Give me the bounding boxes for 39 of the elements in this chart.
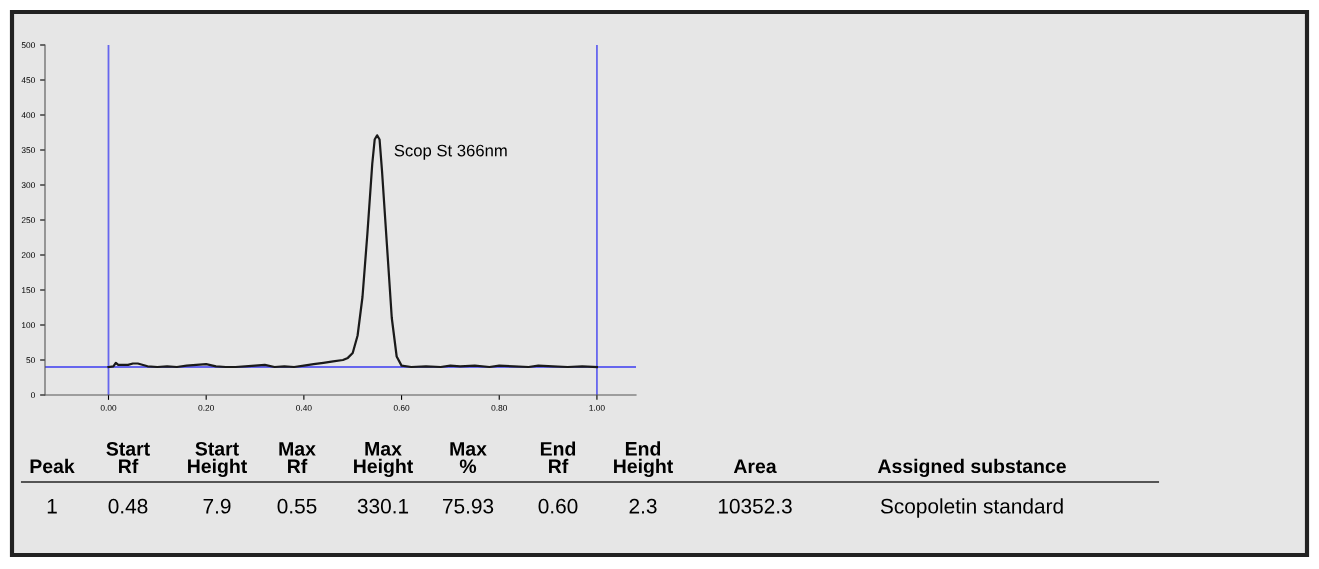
- y-tick-label: 0: [30, 392, 35, 399]
- text: Max Height: [354, 442, 414, 477]
- y-tick-label: 500: [21, 42, 35, 49]
- text: Peak: [30, 458, 75, 474]
- text: End Height: [614, 441, 674, 477]
- x-tick-label: 0.00: [100, 404, 117, 411]
- y-tick-label: 100: [22, 322, 35, 329]
- y-tick-label: 400: [21, 112, 35, 119]
- y-tick-label: 350: [21, 147, 35, 154]
- annotation: Scop St 366nm: [394, 144, 507, 160]
- x-tick-label: 0.80: [491, 404, 508, 411]
- text: 75.93: [443, 498, 494, 514]
- text: Start Height: [188, 441, 248, 477]
- text: End Rf: [540, 441, 576, 473]
- line-series: [107, 134, 599, 369]
- text: Scopoletin standard: [880, 498, 1063, 518]
- text: 0.48: [108, 498, 148, 514]
- text: Start Rf: [106, 441, 150, 473]
- text: 330.1: [357, 498, 409, 514]
- y-tick-label: 250: [21, 217, 35, 224]
- x-tick-label: 0.20: [198, 404, 214, 411]
- text: Area: [733, 459, 777, 474]
- x-tick-label: 1.00: [589, 404, 605, 411]
- text: 7.9: [203, 498, 231, 514]
- text: 0.60: [538, 498, 578, 514]
- x-tick-label: 0.40: [296, 404, 312, 411]
- text: 0.55: [277, 498, 317, 514]
- y-tick-label: 150: [22, 287, 35, 294]
- text: 2.3: [629, 498, 657, 514]
- y-tick-label: 300: [21, 182, 35, 189]
- text: Max %: [450, 442, 487, 474]
- y-tick-label: 450: [21, 77, 35, 84]
- y-tick-label: 50: [26, 357, 35, 364]
- x-tick-label: 0.60: [393, 404, 410, 411]
- text: 10352.3: [718, 498, 792, 514]
- text: Max Rf: [279, 442, 316, 473]
- y-tick-label: 200: [21, 252, 35, 259]
- text: 1: [47, 499, 57, 514]
- text: Assigned substance: [877, 458, 1066, 477]
